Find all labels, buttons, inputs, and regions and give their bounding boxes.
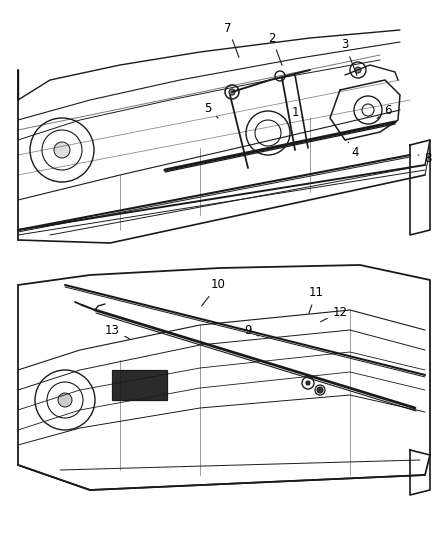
- Text: 9: 9: [244, 324, 258, 336]
- Text: 5: 5: [204, 101, 218, 118]
- Text: 13: 13: [105, 324, 130, 339]
- Text: 1: 1: [291, 106, 303, 118]
- Circle shape: [54, 142, 70, 158]
- Text: 3: 3: [341, 38, 357, 75]
- Text: 11: 11: [308, 287, 324, 313]
- Circle shape: [317, 387, 323, 393]
- Circle shape: [306, 381, 310, 385]
- Circle shape: [355, 67, 361, 73]
- Text: 2: 2: [268, 31, 282, 66]
- Text: 7: 7: [224, 21, 239, 58]
- Text: 4: 4: [348, 142, 359, 158]
- Text: 10: 10: [202, 279, 226, 306]
- Circle shape: [58, 393, 72, 407]
- Text: 6: 6: [377, 103, 392, 118]
- Text: 8: 8: [418, 151, 432, 165]
- Text: 12: 12: [321, 305, 347, 322]
- Bar: [112, 370, 167, 400]
- Circle shape: [229, 89, 235, 95]
